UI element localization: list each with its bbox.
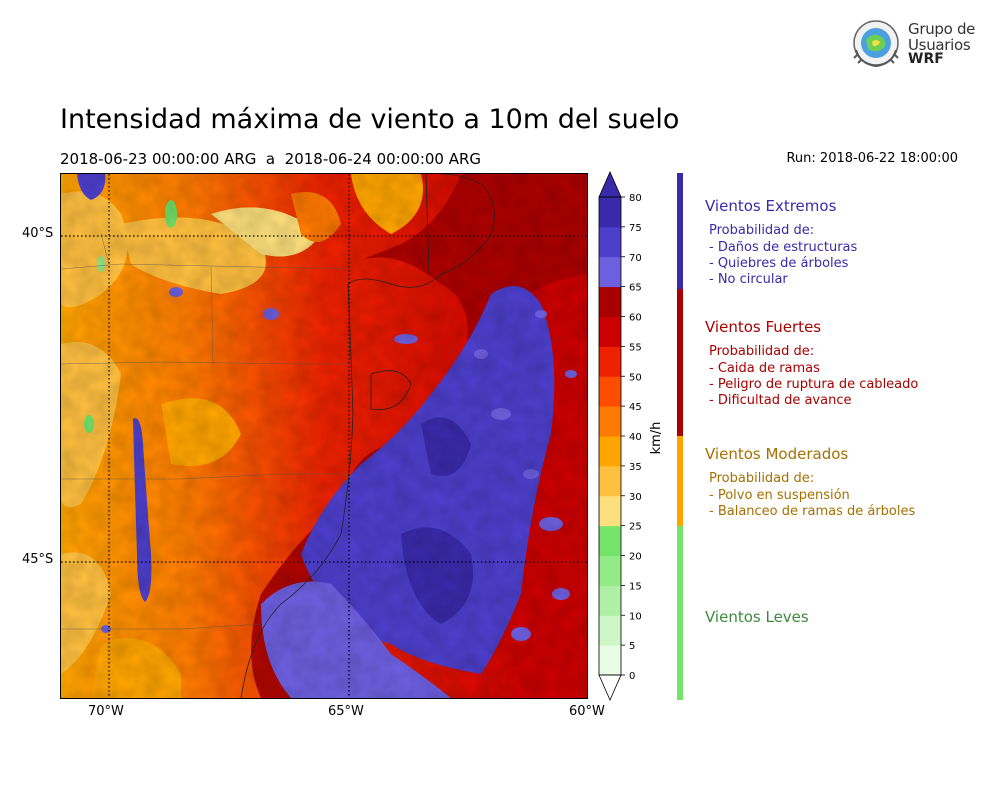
colorbar-tick-label: 75 — [629, 223, 642, 234]
colorbar-swatch — [599, 316, 621, 347]
category-legend-segment — [677, 436, 683, 526]
category-moderate-line: - Balanceo de ramas de árboles — [709, 504, 916, 519]
colorbar-swatch — [599, 495, 621, 527]
category-legend-bar-canvas — [677, 173, 683, 700]
map-subtitle: 2018-06-23 00:00:00 ARG a 2018-06-24 00:… — [60, 150, 482, 168]
colorbar-canvas: 0 5 10 15 20 25 30 35 40 45 50 55 60 65 70 75 80 km/h — [598, 171, 664, 701]
lon-label-70w: 70°W — [88, 704, 124, 719]
colorbar-swatch — [599, 585, 621, 616]
colorbar-tick-label: 0 — [629, 671, 635, 682]
colorbar-extend-low — [598, 674, 622, 701]
colorbar-extend-high — [598, 171, 622, 198]
category-strong-line: - Peligro de ruptura de cableado — [709, 377, 919, 392]
logo-text-line2: Usuarios — [908, 36, 971, 54]
colorbar-tick-label: 80 — [629, 193, 642, 204]
category-legend-segment — [677, 526, 683, 700]
colorbar-tick-label: 45 — [629, 402, 642, 413]
colorbar-tick-label: 70 — [629, 253, 642, 264]
colorbar-swatch — [599, 256, 621, 288]
colorbar-swatch — [599, 555, 621, 586]
colorbar-swatch — [599, 465, 621, 497]
category-strong-line: Probabilidad de: — [709, 344, 815, 359]
logo: Grupo de Usuarios WRF — [848, 16, 978, 72]
colorbar-tick-label: 50 — [629, 372, 642, 383]
colorbar: 0 5 10 15 20 25 30 35 40 45 50 55 60 65 70 75 80 km/h — [590, 170, 680, 702]
colorbar-tick-label: 20 — [629, 552, 642, 563]
colorbar-tick-label: 55 — [629, 342, 642, 353]
category-extreme-line: - No circular — [709, 272, 788, 287]
category-light-title: Vientos Leves — [705, 608, 809, 626]
category-extreme-line: - Daños de estructuras — [709, 240, 858, 255]
colorbar-swatch — [599, 525, 621, 556]
category-extreme-title: Vientos Extremos — [705, 197, 837, 215]
graticule — [61, 174, 587, 698]
lat-label-45s: 45°S — [22, 552, 54, 567]
wind-map — [60, 173, 588, 699]
colorbar-swatch — [599, 376, 621, 407]
colorbar-tick-label: 15 — [629, 581, 642, 592]
map-title: Intensidad máxima de viento a 10m del su… — [60, 104, 680, 135]
colorbar-swatch — [599, 197, 621, 228]
category-legend-segment — [677, 173, 683, 289]
category-strong-line: - Caida de ramas — [709, 361, 820, 376]
lat-label-40s: 40°S — [22, 226, 54, 241]
colorbar-unit-label: km/h — [649, 422, 664, 455]
run-timestamp: Run: 2018-06-22 18:00:00 — [786, 151, 958, 166]
category-legend-segment — [677, 289, 683, 436]
colorbar-tick-label: 40 — [629, 432, 642, 443]
logo-text-line1: Grupo de — [908, 20, 976, 38]
category-strong-line: - Dificultad de avance — [709, 393, 852, 408]
colorbar-tick-label: 35 — [629, 462, 642, 473]
colorbar-tick-label: 25 — [629, 522, 642, 533]
category-moderate-title: Vientos Moderados — [705, 445, 849, 463]
coastlines — [240, 174, 495, 698]
colorbar-tick-label: 5 — [629, 641, 635, 652]
logo-text-line3: WRF — [908, 51, 944, 67]
colorbar-tick-label: 10 — [629, 611, 642, 622]
category-extreme-line: Probabilidad de: — [709, 223, 815, 238]
colorbar-swatch — [599, 286, 621, 317]
category-moderate-line: Probabilidad de: — [709, 471, 815, 486]
colorbar-swatch — [599, 436, 621, 467]
category-extreme-line: - Quiebres de árboles — [709, 256, 849, 271]
lon-label-65w: 65°W — [328, 704, 364, 719]
colorbar-tick-label: 60 — [629, 313, 642, 324]
colorbar-swatch — [599, 226, 621, 258]
provincial-borders — [61, 233, 349, 630]
colorbar-swatch — [599, 406, 621, 437]
category-moderate-line: - Polvo en suspensión — [709, 488, 850, 503]
colorbar-swatch — [599, 346, 621, 377]
category-legend-bar — [677, 173, 683, 700]
colorbar-swatch — [599, 645, 621, 676]
lon-label-60w: 60°W — [569, 704, 605, 719]
wind-map-canvas — [61, 174, 587, 698]
colorbar-swatch — [599, 615, 621, 646]
colorbar-tick-label: 30 — [629, 492, 642, 503]
category-strong-title: Vientos Fuertes — [705, 318, 822, 336]
colorbar-tick-label: 65 — [629, 283, 642, 294]
logo-emblem-icon — [853, 20, 899, 68]
